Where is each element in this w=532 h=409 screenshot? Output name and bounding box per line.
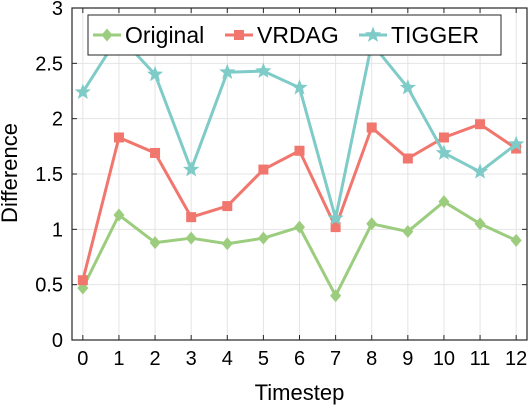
legend-marker-vrdag [234,30,244,40]
data-point-original [474,217,486,231]
data-point-vrdag [113,132,124,143]
data-point-tigger [327,209,344,226]
data-point-original [402,225,414,239]
data-point-vrdag [511,143,522,154]
data-point-tigger [508,135,525,151]
data-point-original [113,208,125,222]
data-point-tigger [399,79,416,95]
data-point-vrdag [77,275,88,286]
data-point-tigger [219,63,236,80]
x-tick-label: 12 [505,348,527,370]
x-tick-label: 8 [366,348,377,370]
y-axis-title: Difference [0,123,22,223]
x-tick-label: 6 [294,348,305,370]
data-point-vrdag [150,147,161,158]
data-point-vrdag [330,222,341,233]
x-tick-label: 2 [149,348,160,370]
data-point-vrdag [475,119,486,130]
data-point-tigger [291,79,308,95]
data-point-vrdag [438,132,449,143]
x-tick-label: 1 [113,348,124,370]
x-tick-label: 9 [402,348,413,370]
y-tick-label: 3 [52,0,63,20]
x-tick-label: 7 [330,348,341,370]
data-point-vrdag [402,153,413,164]
x-tick-label: 11 [470,348,491,370]
y-tick-label: 1 [52,219,63,241]
y-tick-label: 1.5 [35,164,63,186]
x-tick-label: 4 [222,348,233,370]
x-tick-label: 10 [433,348,455,370]
data-point-tigger [471,163,489,179]
legend-label-original: Original [125,22,204,48]
data-point-original [221,237,233,251]
data-point-original [438,195,450,209]
data-point-vrdag [294,145,305,156]
y-tick-label: 2 [52,109,63,131]
y-tick-label: 0.5 [35,275,63,297]
data-point-original [294,220,305,234]
data-point-original [330,289,342,303]
data-point-vrdag [222,201,233,212]
data-point-original [185,231,197,245]
data-point-vrdag [186,212,197,223]
data-point-original [366,217,378,231]
legend-label-tigger: TIGGER [391,22,479,48]
x-axis-title: Timestep [255,380,345,405]
series-layer [74,27,525,303]
y-tick-label: 2.5 [35,53,63,75]
data-point-vrdag [366,122,377,133]
legend-label-vrdag: VRDAG [257,22,339,48]
data-point-tigger [146,65,164,82]
legend-marker-tigger [364,26,382,42]
legend-box [87,14,502,56]
data-point-tigger [255,62,272,78]
x-tick-label: 5 [258,348,269,370]
x-tick-label: 0 [77,348,88,370]
data-point-original [149,236,161,250]
legend-marker-original [101,28,113,42]
data-point-tigger [74,83,91,99]
data-point-vrdag [258,164,269,175]
legend: Original VRDAG TIGGER [87,14,502,56]
data-point-tigger [435,144,453,160]
data-point-original [257,231,269,245]
x-tick-label: 3 [186,348,197,370]
data-point-original [510,233,522,247]
data-point-tigger [183,161,200,177]
y-tick-label: 0 [52,330,63,352]
